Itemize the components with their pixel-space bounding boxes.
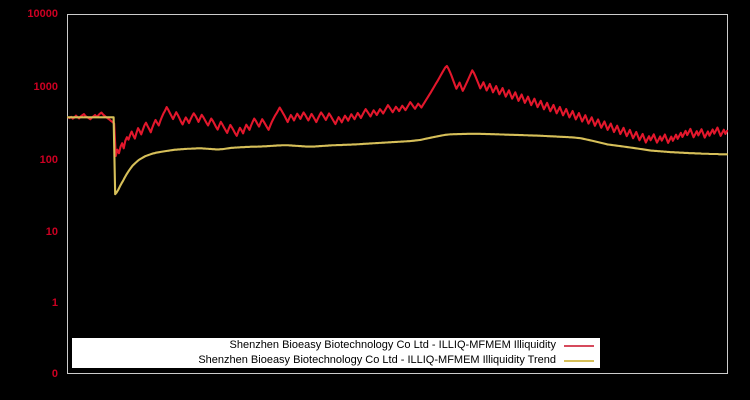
legend-label-illiquidity-trend: Shenzhen Bioeasy Biotechnology Co Ltd - … (198, 354, 556, 366)
y-axis-label-100: 100 (39, 154, 58, 166)
y-axis-label-10000: 10000 (27, 8, 58, 20)
y-axis-label-0: 0 (51, 368, 58, 380)
legend-swatch-illiquidity-line-icon (564, 344, 594, 347)
legend-item-illiquidity-trend: Shenzhen Bioeasy Biotechnology Co Ltd - … (72, 353, 600, 368)
plot-frame-border (67, 14, 728, 374)
series-group (66, 64, 729, 196)
y-axis-label-1000: 1000 (33, 81, 58, 93)
legend-swatch-illiquidity-trend-line-icon (564, 359, 594, 362)
series-line-illiquidity-trend (66, 116, 729, 196)
chart-legend: Shenzhen Bioeasy Biotechnology Co Ltd - … (72, 338, 600, 368)
series-line-illiquidity (66, 64, 729, 158)
legend-label-illiquidity: Shenzhen Bioeasy Biotechnology Co Ltd - … (229, 339, 557, 351)
legend-item-illiquidity: Shenzhen Bioeasy Biotechnology Co Ltd - … (72, 338, 600, 353)
y-axis-label-1: 1 (51, 297, 58, 309)
y-axis-label-10: 10 (45, 226, 58, 238)
